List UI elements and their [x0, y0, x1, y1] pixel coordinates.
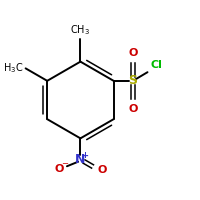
Text: N: N	[75, 153, 86, 166]
Text: O: O	[54, 164, 64, 174]
Text: O: O	[128, 104, 137, 114]
Text: H$_3$C: H$_3$C	[3, 61, 24, 75]
Text: −: −	[61, 159, 68, 168]
Text: Cl: Cl	[150, 60, 162, 70]
Text: O: O	[97, 165, 107, 175]
Text: O: O	[128, 48, 137, 58]
Text: S: S	[128, 74, 137, 87]
Text: +: +	[81, 151, 88, 160]
Text: CH$_3$: CH$_3$	[70, 23, 90, 37]
